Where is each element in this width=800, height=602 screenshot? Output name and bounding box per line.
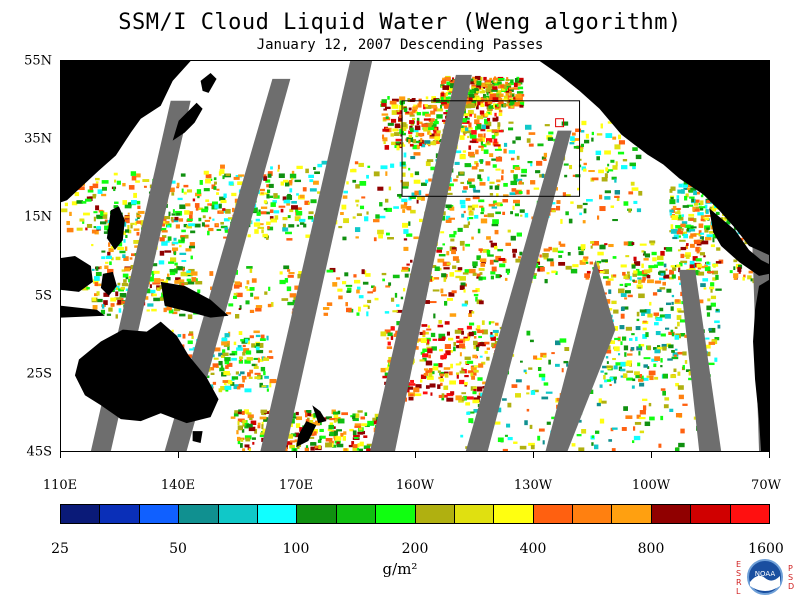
colorbar-label: 400 [519,541,547,557]
no-data-swath [260,61,373,451]
land-new-zealand-south [296,421,317,448]
colorbar-segment [533,505,574,523]
land-philippines [106,206,125,251]
lon-tick [415,452,416,458]
lon-tick [178,452,179,458]
land-australia [74,321,219,424]
lon-label: 70W [751,478,781,493]
colorbar-segment [573,505,613,523]
no-data-swath [164,78,291,451]
chart-title: SSM/I Cloud Liquid Water (Weng algorithm… [118,10,682,35]
no-data-swath [370,74,472,451]
colorbar-label: 25 [51,541,69,557]
lon-label: 160W [395,478,435,493]
land-new-zealand-north [312,405,327,424]
land-asia [61,61,191,203]
logo-letter: S [788,573,794,582]
lat-label: 15N [24,209,52,225]
lon-label: 140E [160,478,196,493]
no-data-swath [679,269,722,451]
colorbar-segment [297,505,337,523]
land-central-america [709,208,769,276]
lat-label: 45S [26,444,52,460]
noaa-logo: NOAA E S R L P S D [736,556,794,598]
land-japan [172,102,203,141]
colorbar-segment [415,505,455,523]
logo-letter: L [736,587,741,596]
colorbar-label: 1600 [748,541,784,557]
lon-tick [296,452,297,458]
colorbar-segment [336,505,377,523]
logo-letter: D [788,582,795,591]
colorbar-segment [494,505,534,523]
land-south-america [753,279,769,451]
lon-tick [769,452,770,458]
lon-label: 130W [513,478,553,493]
lon-tick [533,452,534,458]
colorbar-segment [612,505,652,523]
no-data-swath [545,259,616,451]
logo-text: NOAA [755,570,776,578]
lon-label: 170E [278,478,314,493]
lat-label: 5S [34,288,52,304]
location-marker [555,118,565,128]
colorbar-segment [179,505,219,523]
colorbar-segment [376,505,416,523]
land-sulawesi [100,271,117,296]
land-new-guinea [160,281,229,318]
lon-label: 110E [42,478,78,493]
map-plot [60,60,770,452]
logo-letter: E [736,560,742,569]
colorbar-segment [454,505,495,523]
land [61,61,769,451]
chart-subtitle: January 12, 2007 Descending Passes [256,37,544,53]
land-java [61,305,105,318]
colorbar-segment [218,505,258,523]
lon-tick [651,452,652,458]
lat-label: 25S [26,366,52,382]
colorbar-label: 100 [282,541,310,557]
colorbar-segment [100,505,140,523]
colorbar-segment [61,505,101,523]
colorbar-segment [691,505,731,523]
lon-label: 100W [631,478,671,493]
colorbar-label: 200 [401,541,429,557]
colorbar-unit: g/m² [382,560,418,578]
lat-label: 55N [24,53,52,69]
colorbar [60,504,770,524]
colorbar-segment [651,505,692,523]
land-tasmania [192,431,203,444]
region-box [401,100,581,197]
colorbar-segment [730,505,770,523]
lon-tick [60,452,61,458]
colorbar-label: 800 [637,541,665,557]
logo-letter: R [736,578,742,587]
colorbar-segment [257,505,298,523]
lat-label: 35N [24,131,52,147]
colorbar-segment [139,505,180,523]
logo-letter: P [788,564,793,573]
logo-letter: S [736,569,742,578]
no-data-swath [465,130,572,451]
land-japan-north [200,72,217,93]
colorbar-label: 50 [169,541,187,557]
land-north-america [539,61,769,256]
land-borneo [61,256,93,292]
